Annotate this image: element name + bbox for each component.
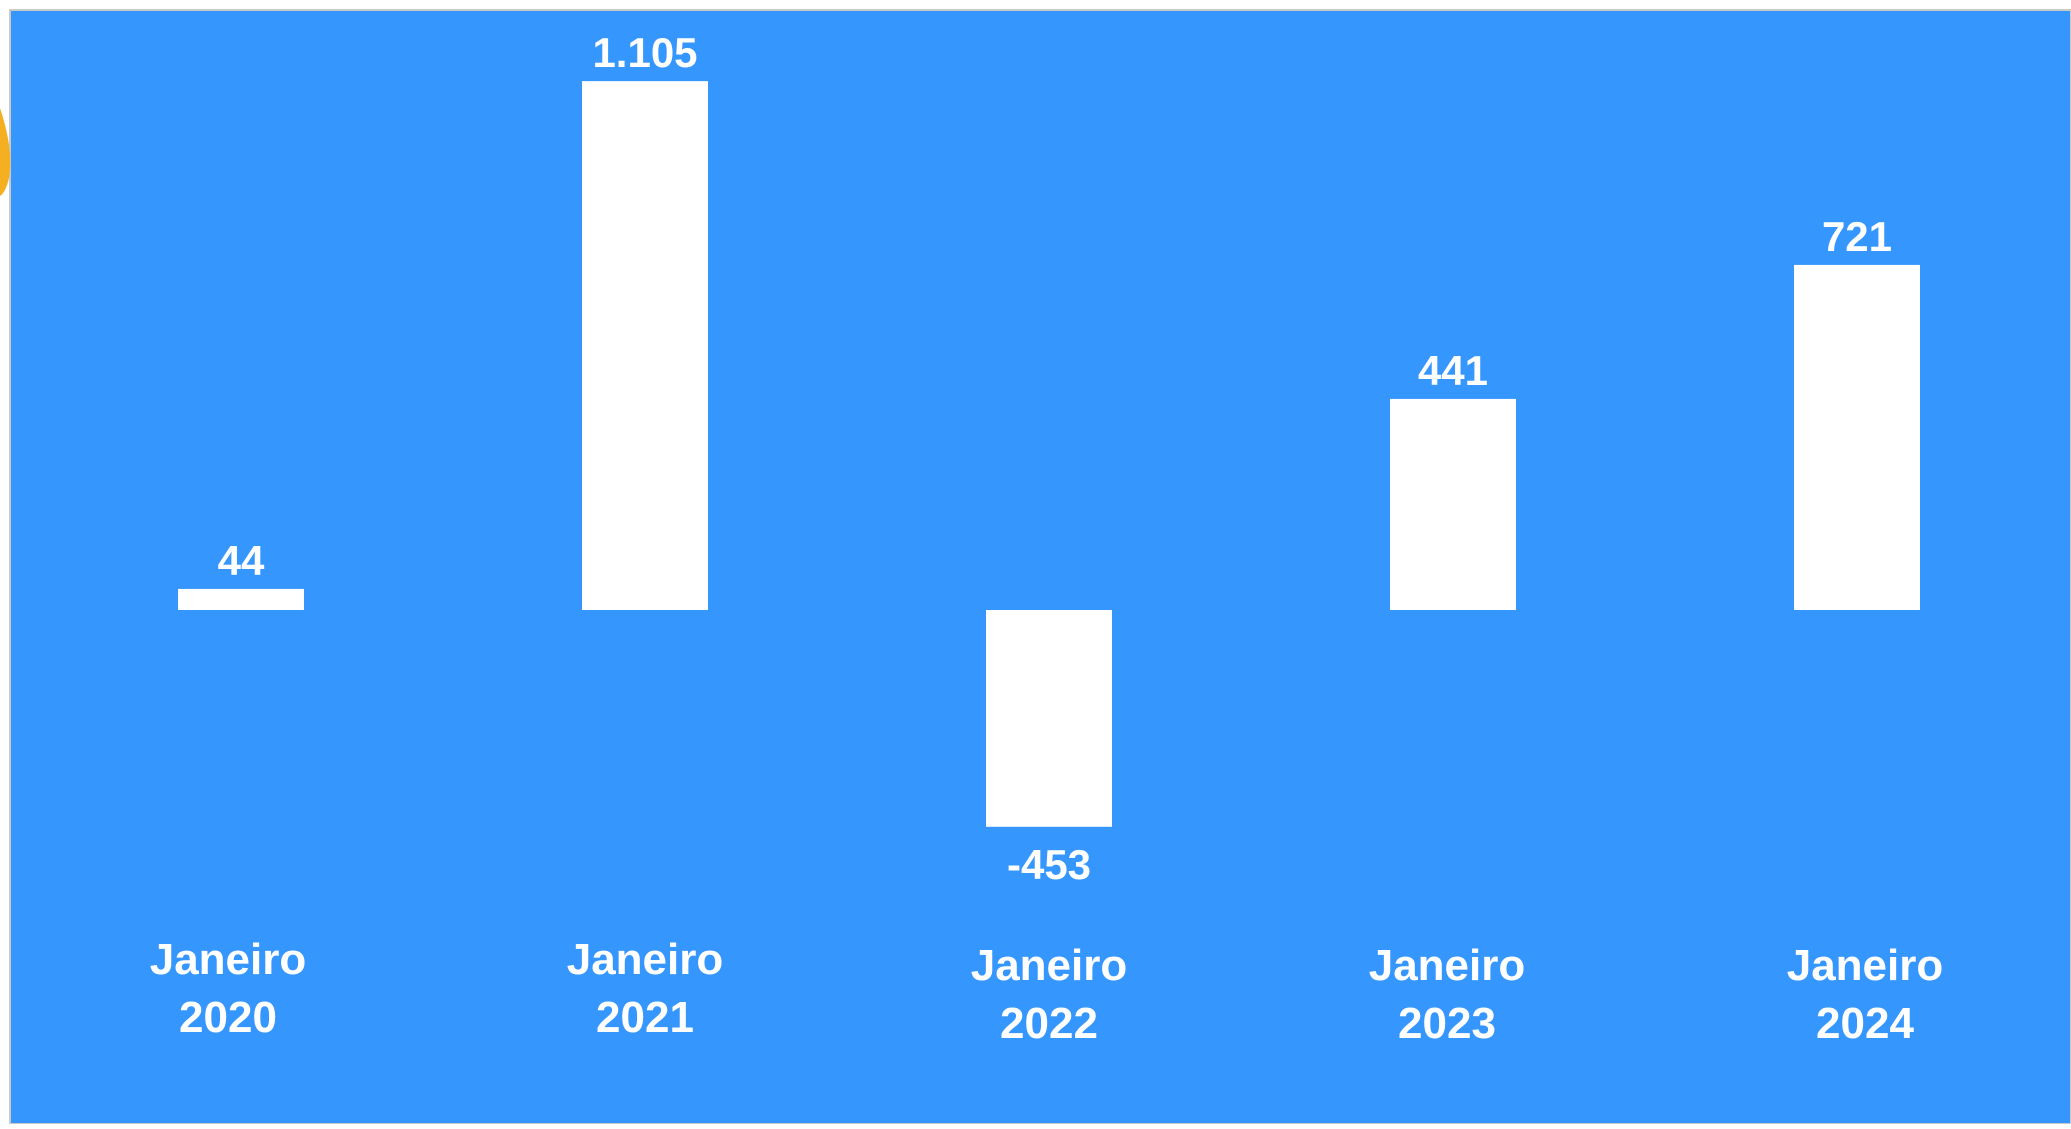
category-month-label-2024: Janeiro [1787,941,1944,990]
category-year-label-2023: 2023 [1398,999,1496,1048]
category-month-label-2022: Janeiro [971,941,1128,990]
value-label-2020: 44 [218,537,265,584]
bar-2021 [582,81,708,611]
partial-decorative-shape [0,108,11,196]
category-year-label-2024: 2024 [1816,999,1914,1048]
category-month-label-2020: Janeiro [150,935,307,984]
value-label-2024: 721 [1822,213,1892,260]
bar-2022 [986,610,1112,827]
value-label-2023: 441 [1418,347,1488,394]
bar-2024 [1794,264,1920,610]
bar-2023 [1390,398,1516,610]
value-label-2021: 1.105 [592,29,697,76]
category-labels-group: Janeiro 2020 Janeiro 2021 Janeiro 2022 Janeiro… [150,935,1944,1048]
category-year-label-2022: 2022 [1000,999,1098,1048]
value-labels-group: 44 1.105 -453 441 721 [218,29,1892,888]
bar-2020 [178,588,304,610]
category-month-label-2023: Janeiro [1369,941,1526,990]
category-month-label-2021: Janeiro [567,935,724,984]
category-year-label-2020: 2020 [179,993,277,1042]
chart-background [9,9,2071,1125]
value-label-2022: -453 [1007,841,1091,888]
bars-group [178,81,1920,827]
category-year-label-2021: 2021 [596,993,694,1042]
